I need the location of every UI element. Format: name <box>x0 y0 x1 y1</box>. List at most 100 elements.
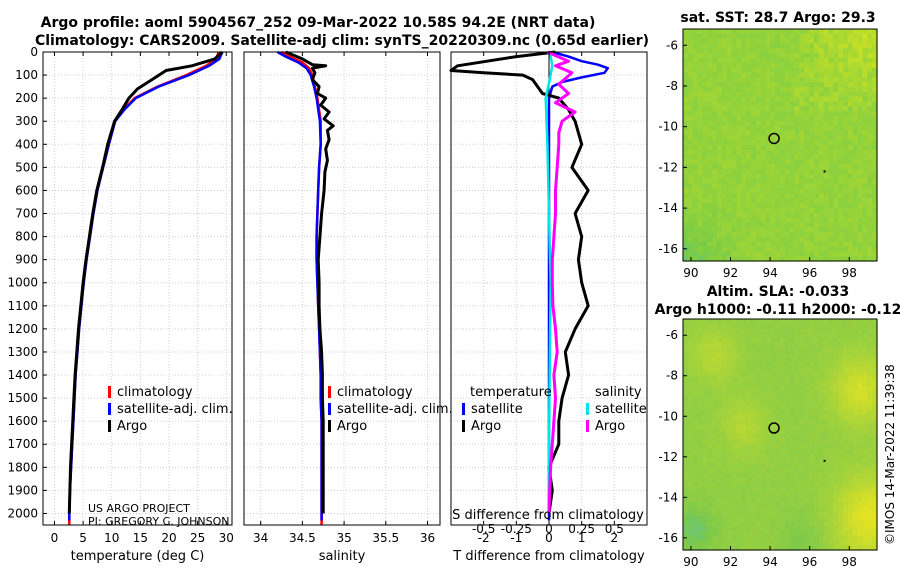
x-axis-label: temperature (deg C) <box>71 549 205 564</box>
map-y-tick-label: -12 <box>658 160 678 174</box>
y-tick-label: 1600 <box>7 414 38 428</box>
plot-frame <box>42 51 233 526</box>
legend-swatch <box>108 420 111 432</box>
island-speck <box>823 459 826 462</box>
difference-panel: -2 -1 0 1 2 T difference from climatology temp… <box>449 50 648 564</box>
top-tick-label: 0 <box>545 522 553 536</box>
sst-map-panel: sat. SST: 28.7 Argo: 29.3 90 92 94 96 98 -6 -8 -… <box>658 10 878 280</box>
y-tick-label: 400 <box>15 137 38 151</box>
series-line-s-satellite <box>544 54 554 514</box>
x-tick-label: 15 <box>133 531 148 545</box>
x-tick-label: 10 <box>104 531 119 545</box>
series-line-satellite-adj-clim- <box>276 50 323 521</box>
y-tick-label: 1900 <box>7 483 38 497</box>
map-x-tick-label: 96 <box>802 266 817 280</box>
sla-map-panel: Altim. SLA: -0.033 Argo h1000: -0.11 h200… <box>655 284 900 569</box>
float-position-marker <box>768 132 780 145</box>
y-tick-label: 900 <box>15 253 38 267</box>
plot-area <box>43 52 232 525</box>
x-tick-label: 5 <box>79 531 87 545</box>
sla-map-title-line2: Argo h1000: -0.11 h2000: -0.12 <box>655 302 900 318</box>
legend-label: Argo <box>471 419 501 434</box>
y-tick-label: 1000 <box>7 276 38 290</box>
legend-label: Argo <box>337 419 367 434</box>
legend-label: satellite-adj. clim. <box>117 402 233 417</box>
legend-label: satellite <box>471 402 523 417</box>
x-tick-label: 35.5 <box>372 531 399 545</box>
credit-project: US ARGO PROJECT <box>88 502 190 515</box>
credit-pi: PI: GREGORY C. JOHNSON <box>88 515 229 528</box>
map-y-tick-label: -10 <box>658 120 678 134</box>
map-frame <box>682 318 878 551</box>
series-line-argo <box>67 50 224 514</box>
heatmap-cells <box>683 29 878 262</box>
y-tick-label: 800 <box>15 230 38 244</box>
island-speck <box>823 170 826 173</box>
map-x-tick-label: 96 <box>802 555 817 569</box>
map-y-tick-label: -6 <box>666 328 678 342</box>
salinity-panel: 34 34.5 35 35.5 36 salinity climatology satelli… <box>243 50 453 564</box>
map-y-tick-label: -10 <box>658 409 678 423</box>
x-tick-label: -2 <box>478 531 490 545</box>
top-tick-label: -0.25 <box>501 522 532 536</box>
series-line-t-satellite <box>547 50 610 521</box>
x-tick-label: 0 <box>545 531 553 545</box>
legend-title-temperature: temperature <box>470 385 552 400</box>
x-tick-label: 35 <box>336 531 351 545</box>
legend-title-salinity: salinity <box>595 385 642 400</box>
legend-swatch <box>462 403 465 415</box>
heatmap-cells <box>683 319 878 551</box>
legend-swatch <box>328 420 331 432</box>
y-tick-label: 2000 <box>7 506 38 520</box>
top-axis-label: S difference from climatology <box>452 508 644 523</box>
figure-title-line1: Argo profile: aoml 5904567_252 09-Mar-20… <box>41 15 596 31</box>
y-tick-label: 1400 <box>7 368 38 382</box>
legend-label: satellite <box>595 402 647 417</box>
map-frame <box>682 28 878 262</box>
legend-swatch <box>328 386 331 398</box>
y-tick-label: 100 <box>15 68 38 82</box>
sla-map-title-line1: Altim. SLA: -0.033 <box>707 284 850 300</box>
legend-swatch <box>328 403 331 415</box>
y-tick-label: 1800 <box>7 460 38 474</box>
x-tick-label: 25 <box>190 531 205 545</box>
x-axis-label: T difference from climatology <box>452 549 645 564</box>
map-x-tick-label: 92 <box>723 266 738 280</box>
x-tick-label: 30 <box>219 531 234 545</box>
y-tick-label: 0 <box>30 45 38 59</box>
legend-label: climatology <box>337 385 413 400</box>
map-y-tick-label: -8 <box>666 369 678 383</box>
legend-swatch <box>462 420 465 432</box>
map-x-tick-label: 98 <box>842 266 857 280</box>
figure-title-line2: Climatology: CARS2009. Satellite-adj cli… <box>35 33 649 49</box>
x-tick-label: 20 <box>161 531 176 545</box>
x-tick-label: 2 <box>611 531 619 545</box>
plot-area <box>244 52 440 525</box>
legend-swatch <box>108 403 111 415</box>
sst-map-title: sat. SST: 28.7 Argo: 29.3 <box>680 10 875 26</box>
legend-swatch <box>586 403 589 415</box>
map-y-tick-label: -14 <box>658 201 678 215</box>
map-y-tick-label: -6 <box>666 38 678 52</box>
y-tick-label: 1200 <box>7 322 38 336</box>
legend-label: Argo <box>595 419 625 434</box>
top-tick-label: 0.25 <box>568 522 595 536</box>
temperature-panel: 0 5 10 15 20 25 30 temperature (deg C) 0 100 200 30… <box>7 45 233 564</box>
x-tick-label: -1 <box>510 531 522 545</box>
map-y-tick-label: -16 <box>658 242 678 256</box>
timestamp: ©IMOS 14-Mar-2022 11:39:38 <box>883 364 897 545</box>
plot-frame <box>243 51 441 526</box>
y-tick-label: 1700 <box>7 437 38 451</box>
legend-swatch <box>108 386 111 398</box>
series-line-argo <box>285 50 335 514</box>
map-y-tick-label: -16 <box>658 531 678 545</box>
map-x-tick-label: 94 <box>762 555 777 569</box>
y-tick-label: 600 <box>15 183 38 197</box>
x-tick-label: 36 <box>420 531 435 545</box>
float-position-marker <box>768 422 780 434</box>
top-tick-label: -0.5 <box>472 522 495 536</box>
x-tick-label: 0 <box>51 531 59 545</box>
y-tick-label: 700 <box>15 207 38 221</box>
legend-label: climatology <box>117 385 193 400</box>
